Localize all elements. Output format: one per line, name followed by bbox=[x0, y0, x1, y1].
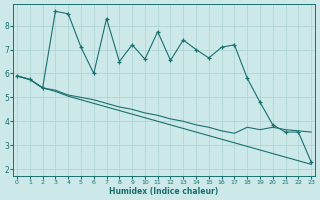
X-axis label: Humidex (Indice chaleur): Humidex (Indice chaleur) bbox=[109, 187, 219, 196]
